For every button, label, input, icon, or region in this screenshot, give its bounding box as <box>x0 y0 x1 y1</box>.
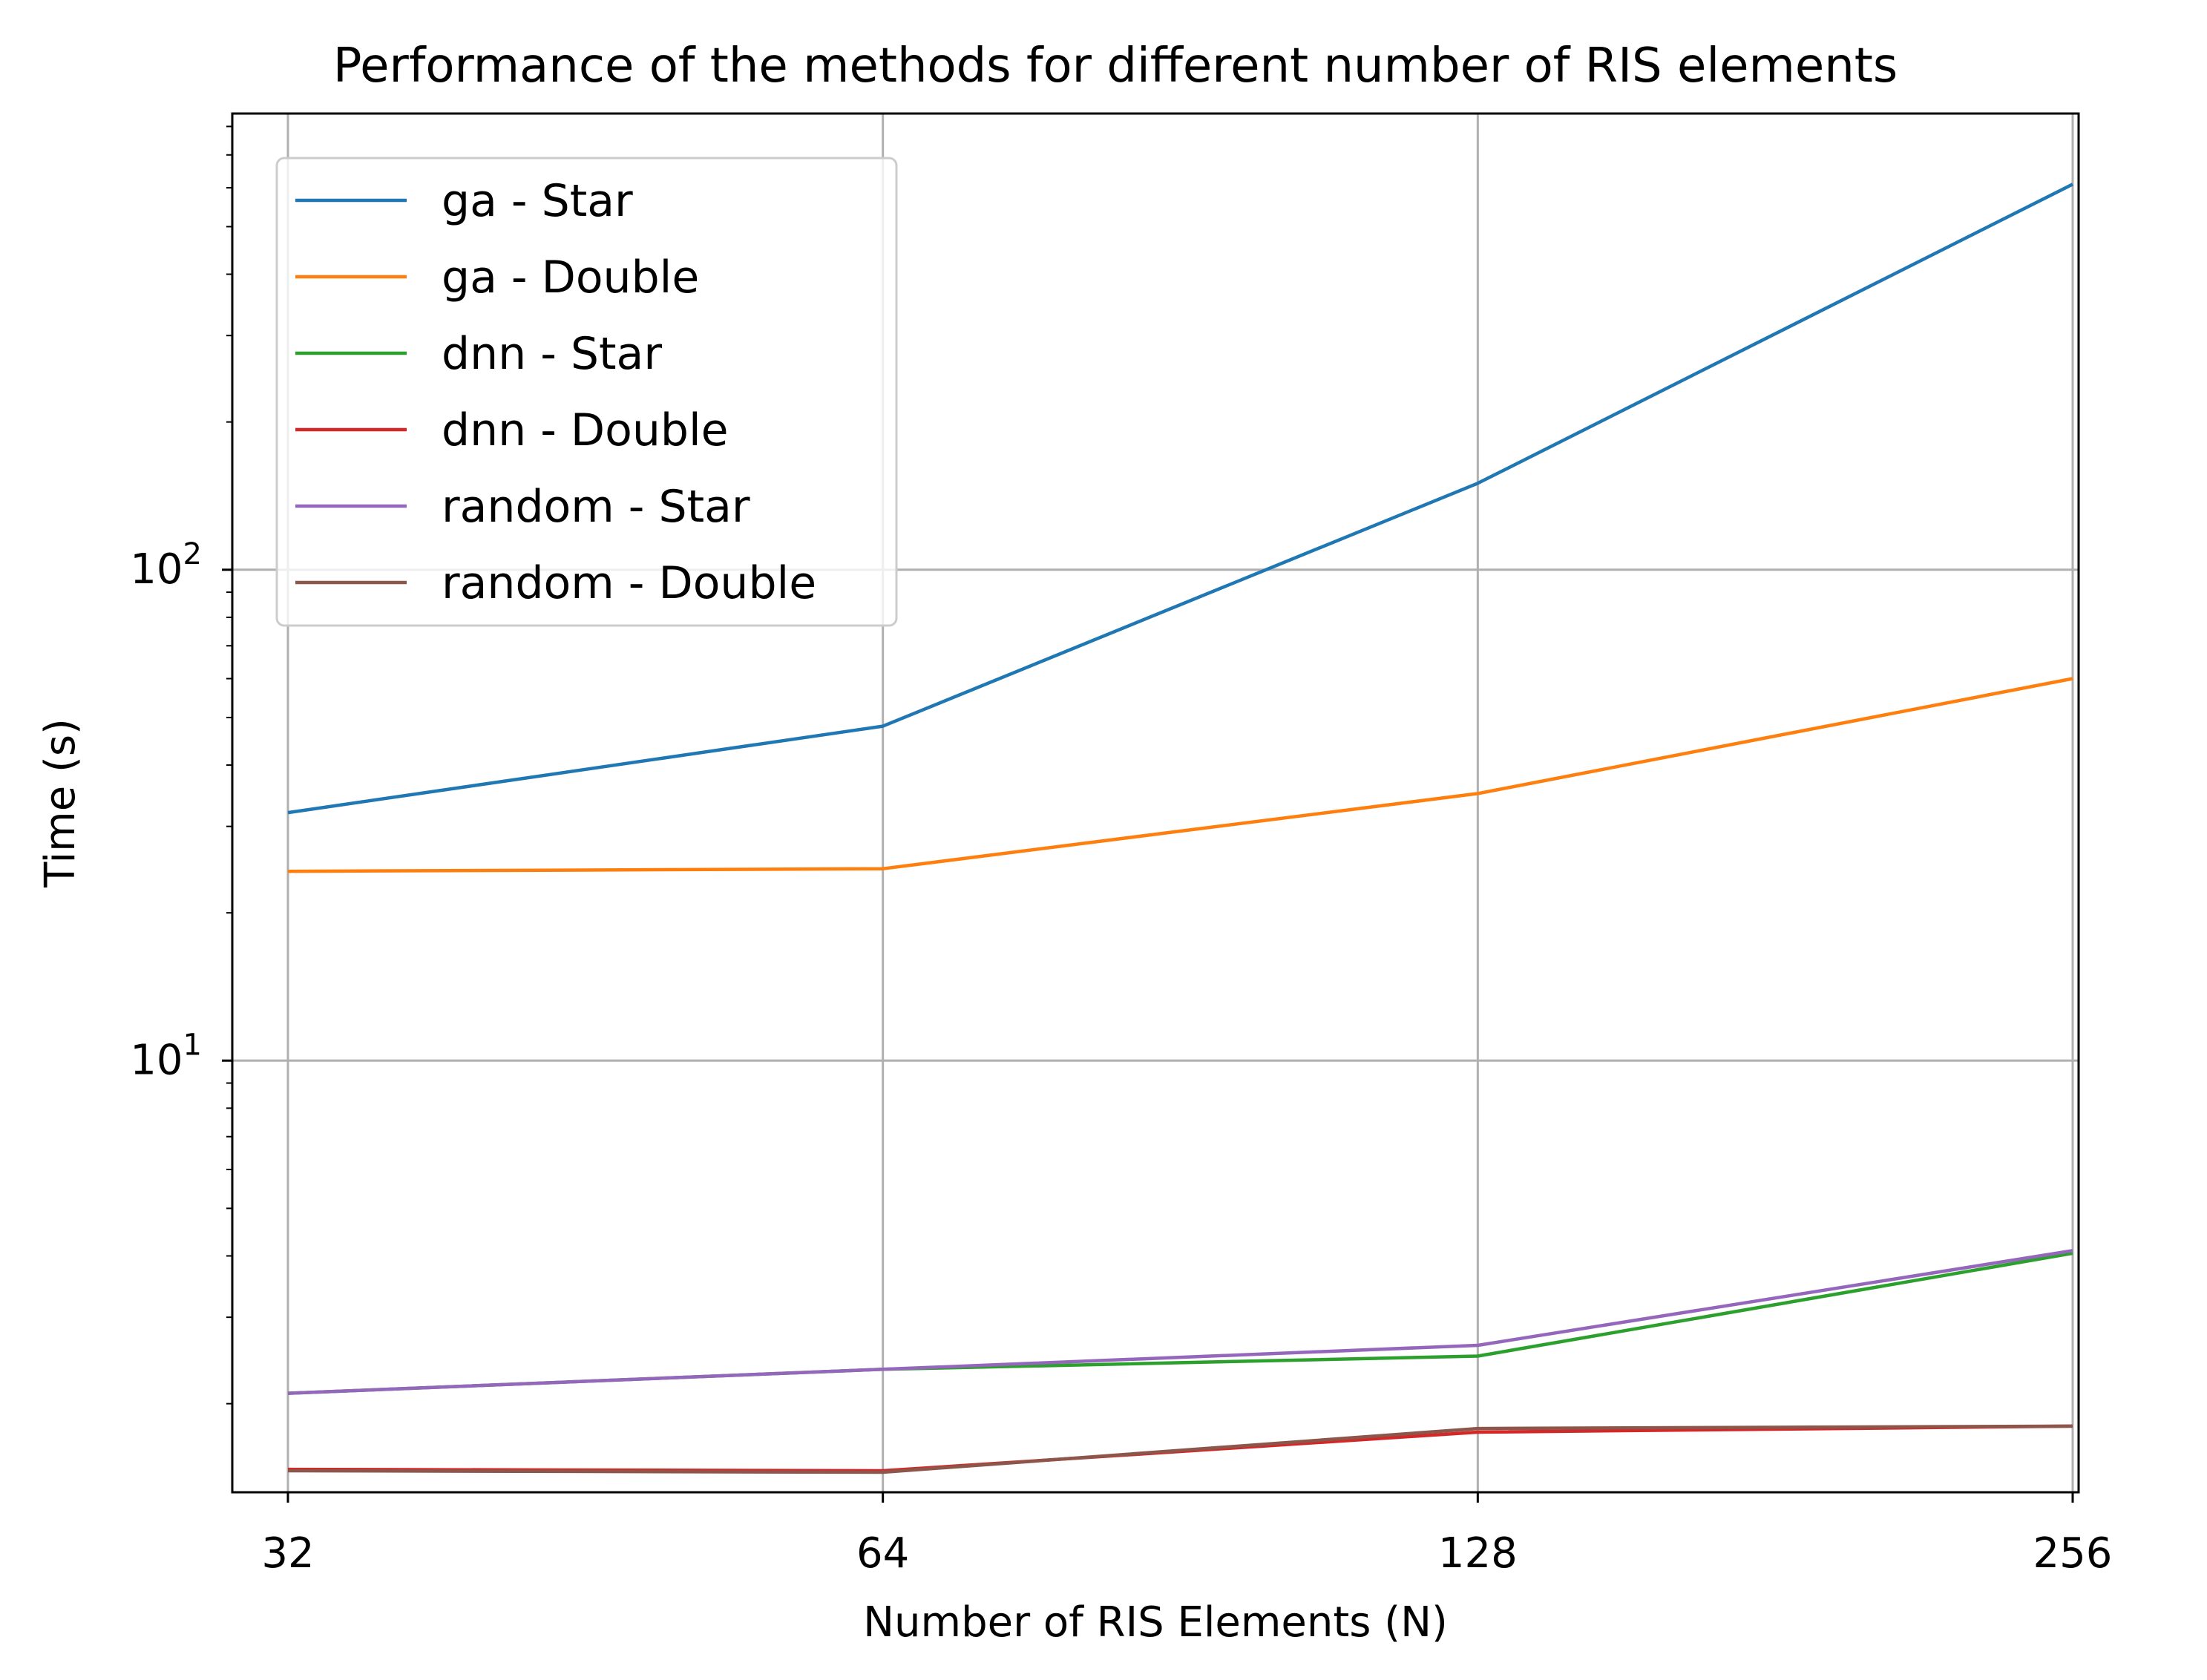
y-tick-base: 10 <box>130 1036 183 1084</box>
legend-box <box>275 157 898 627</box>
y-axis-label: Time (s) <box>36 718 85 888</box>
y-tick-exponent: 1 <box>183 1028 202 1062</box>
legend: ga - Star ga - Double dnn - Star dnn - Doub… <box>275 157 898 627</box>
x-tick-label: 32 <box>261 1529 314 1578</box>
legend-label: random - Star <box>442 481 750 533</box>
series-line <box>287 1251 2073 1395</box>
y-tick-label: 102 <box>130 537 202 594</box>
y-tick-exponent: 2 <box>183 537 202 571</box>
legend-label: ga - Double <box>442 252 699 303</box>
series-line <box>287 677 2073 873</box>
legend-label: random - Double <box>442 557 816 609</box>
legend-label: ga - Star <box>442 175 633 227</box>
chart-title: Performance of the methods for different… <box>333 39 1898 93</box>
legend-label: dnn - Double <box>442 404 729 456</box>
y-tick-label: 101 <box>130 1028 202 1084</box>
x-tick-label: 128 <box>1438 1529 1518 1578</box>
series-lines <box>287 183 2074 1474</box>
series-line <box>287 1249 2073 1395</box>
y-tick-base: 10 <box>130 545 183 594</box>
legend-label: dnn - Star <box>442 328 662 380</box>
x-tick-label: 64 <box>856 1529 909 1578</box>
x-tick-label: 256 <box>2033 1529 2113 1578</box>
plot-frame <box>231 112 2080 1494</box>
series-line <box>287 1424 2073 1473</box>
series-line <box>287 1424 2073 1474</box>
x-axis-label: Number of RIS Elements (N) <box>863 1598 1448 1647</box>
series-line <box>287 183 2074 815</box>
